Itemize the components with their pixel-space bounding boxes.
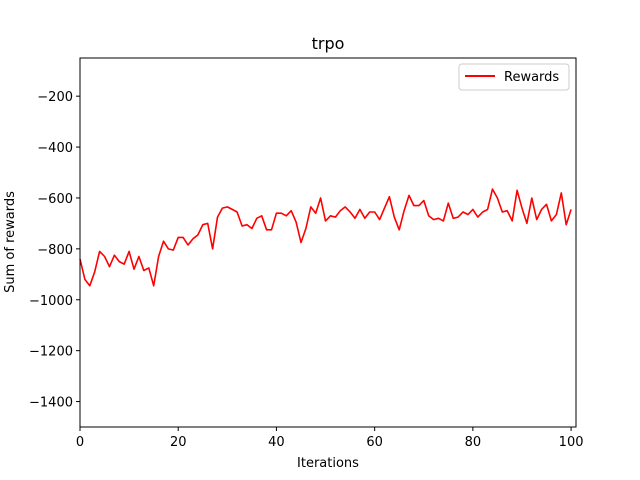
y-tick-label: −200: [37, 90, 73, 105]
x-tick-label: 80: [465, 435, 482, 450]
x-tick-label: 40: [268, 435, 285, 450]
legend: Rewards: [458, 63, 570, 91]
y-axis: −1400 −1200 −1000 −800 −600 −400 −200: [29, 90, 80, 411]
y-tick-label: −1200: [29, 345, 73, 360]
x-tick-label: 0: [76, 435, 84, 450]
x-tick-label: 20: [170, 435, 187, 450]
plot-area: [79, 188, 572, 287]
x-axis-label: Iterations: [297, 456, 359, 471]
x-tick-label: 100: [559, 435, 584, 450]
y-tick-label: −400: [37, 141, 73, 156]
y-tick-label: −1000: [29, 294, 73, 309]
series-line-rewards: [79, 188, 572, 287]
x-tick-label: 60: [366, 435, 383, 450]
y-tick-label: −800: [37, 243, 73, 258]
plot-frame: [79, 57, 577, 428]
y-axis-label: Sum of rewards: [3, 191, 18, 293]
y-tick-label: −1400: [29, 396, 73, 411]
y-tick-label: −600: [37, 192, 73, 207]
legend-label: Rewards: [504, 70, 559, 85]
chart-title: trpo: [312, 34, 345, 53]
legend-box: [458, 63, 570, 91]
x-axis: 0 20 40 60 80 100: [76, 427, 584, 450]
